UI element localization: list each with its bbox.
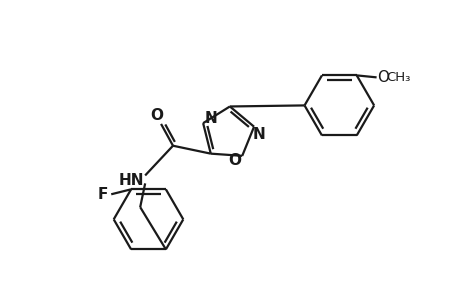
Text: CH₃: CH₃ <box>386 71 410 84</box>
Text: O: O <box>377 70 389 85</box>
Text: O: O <box>150 107 163 122</box>
Text: HN: HN <box>118 173 144 188</box>
Text: O: O <box>227 153 240 168</box>
Text: F: F <box>98 187 108 202</box>
Text: N: N <box>252 127 265 142</box>
Text: N: N <box>204 111 217 126</box>
